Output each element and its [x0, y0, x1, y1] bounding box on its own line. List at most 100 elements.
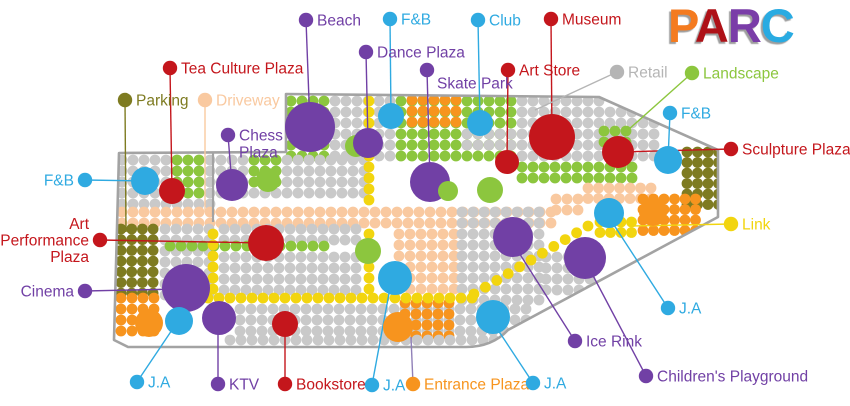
label-art-store: Art Store — [500, 63, 580, 80]
label-text-museum: Museum — [562, 12, 621, 29]
leader-parking — [124, 99, 127, 233]
leader-lines — [84, 18, 732, 386]
label-club: Club — [470, 12, 521, 30]
leader-retail — [534, 71, 618, 111]
label-text-ice-rink: Ice Rink — [586, 334, 642, 351]
landmark-circle-ktv — [202, 301, 236, 335]
leader-f-b — [389, 18, 392, 117]
label-dance-plaza: Dance Plaza — [358, 45, 465, 62]
label-text-chess-plaza: Plaza — [239, 145, 278, 162]
label-retail: Retail — [609, 64, 668, 82]
label-dot-j-a-3 — [525, 375, 541, 391]
label-dot-ktv — [210, 376, 226, 392]
label-ice-rink: Ice Rink — [567, 333, 642, 351]
landmark-circle-dance-plaza — [353, 128, 383, 158]
label-j-a-2: J.A — [364, 377, 406, 395]
dot-region-orange — [406, 94, 462, 128]
label-dot-chess-plaza — [220, 127, 236, 143]
landmark-circle-fnb — [378, 103, 404, 129]
label-text-bookstore: Bookstore — [296, 377, 366, 394]
landmark-circle-ja — [378, 261, 412, 295]
label-dot-bookstore — [277, 376, 293, 392]
label-dot-art-performance-plaza — [92, 232, 108, 248]
label-dot-sculpture-plaza — [723, 141, 739, 157]
landmark-circle-cinema — [162, 264, 210, 312]
leader-j-a-3 — [497, 329, 534, 384]
label-dot-children-s-playground — [638, 368, 654, 384]
label-text-sculpture-plaza: Sculpture Plaza — [742, 142, 850, 159]
label-bookstore: Bookstore — [277, 376, 366, 394]
label-text-f-b-3: F&B — [681, 106, 711, 123]
label-j-a: J.A — [129, 374, 171, 392]
dot-region-gray — [218, 251, 362, 296]
label-ktv: KTV — [210, 376, 260, 394]
label-dot-j-a-2 — [364, 377, 380, 393]
landmarks — [131, 102, 682, 342]
label-text-landscape: Landscape — [703, 66, 779, 83]
label-text-art-store: Art Store — [519, 63, 580, 80]
leader-tea-culture-plaza — [169, 67, 173, 192]
label-skate-park: Skate Park — [419, 62, 513, 93]
dot-region-yellow — [468, 220, 594, 300]
leader-art-store — [506, 69, 509, 163]
label-text-art-performance-plaza: Art — [69, 216, 90, 233]
label-dot-retail — [609, 64, 625, 80]
landmark-circle-art-performance-plaza — [248, 225, 284, 261]
label-text-dance-plaza: Dance Plaza — [377, 45, 465, 62]
landmark-circle-childrens-playground — [564, 237, 606, 279]
landmark-circle-sculpture-plaza — [602, 136, 634, 168]
label-dot-f-b-3 — [662, 105, 678, 121]
label-text-children-s-playground: Children's Playground — [657, 369, 808, 386]
label-dot-ice-rink — [567, 333, 583, 349]
label-dot-j-a — [129, 374, 145, 390]
label-entrance-plaza: Entrance Plaza — [405, 376, 529, 394]
label-text-ktv: KTV — [229, 377, 260, 394]
label-dot-beach — [298, 12, 314, 28]
label-dot-parking — [117, 92, 133, 108]
label-parking: Parking — [117, 92, 189, 110]
map-outline — [112, 92, 720, 349]
label-f-b: F&B — [382, 12, 431, 29]
label-dot-entrance-plaza — [405, 376, 421, 392]
landmark-circle-ice-rink — [493, 217, 533, 257]
landmark-circle-entrance — [135, 309, 163, 337]
label-text-j-a-4: J.A — [679, 301, 702, 318]
label-beach: Beach — [298, 12, 361, 30]
label-text-entrance-plaza: Entrance Plaza — [424, 377, 529, 394]
label-dot-skate-park — [419, 62, 435, 78]
label-tea-culture-plaza: Tea Culture Plaza — [162, 61, 304, 78]
label-text-club: Club — [489, 13, 521, 30]
dot-region-green — [171, 154, 205, 199]
label-text-j-a: J.A — [148, 375, 171, 392]
label-landscape: Landscape — [684, 65, 779, 83]
leader-j-a — [136, 323, 177, 383]
label-f-b-3: F&B — [662, 105, 711, 123]
landmark-circle-entrance — [639, 198, 667, 226]
landmark-circle-chess-plaza — [216, 169, 248, 201]
label-text-skate-park: Skate Park — [437, 76, 513, 93]
label-text-parking: Parking — [136, 93, 189, 110]
landmark-circle-art-store — [495, 150, 519, 174]
label-dot-club — [470, 12, 486, 28]
landmark-circle-landscape — [477, 177, 503, 203]
label-text-f-b-2: F&B — [44, 173, 74, 190]
label-text-retail: Retail — [628, 65, 668, 82]
leader-art-performance-plaza — [99, 239, 267, 244]
landmark-circle-beach — [285, 102, 335, 152]
label-dot-cinema — [77, 283, 93, 299]
logo-letter-a: A — [694, 0, 729, 52]
leader-dance-plaza — [365, 51, 369, 144]
label-children-s-playground: Children's Playground — [638, 368, 808, 386]
landmark-circle-landscape — [438, 181, 458, 201]
landmark-circle-club — [467, 110, 493, 136]
dot-region-green — [516, 161, 638, 184]
landmark-circle-fnb — [131, 167, 159, 195]
label-text-cinema: Cinema — [21, 284, 75, 301]
label-j-a-4: J.A — [660, 301, 702, 318]
label-dot-landscape — [684, 65, 700, 81]
dot-region-peach — [582, 182, 657, 204]
label-cinema: Cinema — [21, 284, 93, 301]
logo-letter-p: P — [668, 0, 696, 52]
